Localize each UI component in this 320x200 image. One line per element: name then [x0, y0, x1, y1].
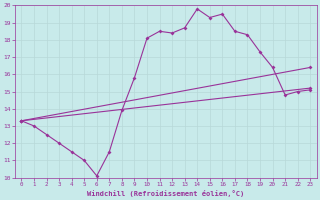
X-axis label: Windchill (Refroidissement éolien,°C): Windchill (Refroidissement éolien,°C): [87, 190, 244, 197]
